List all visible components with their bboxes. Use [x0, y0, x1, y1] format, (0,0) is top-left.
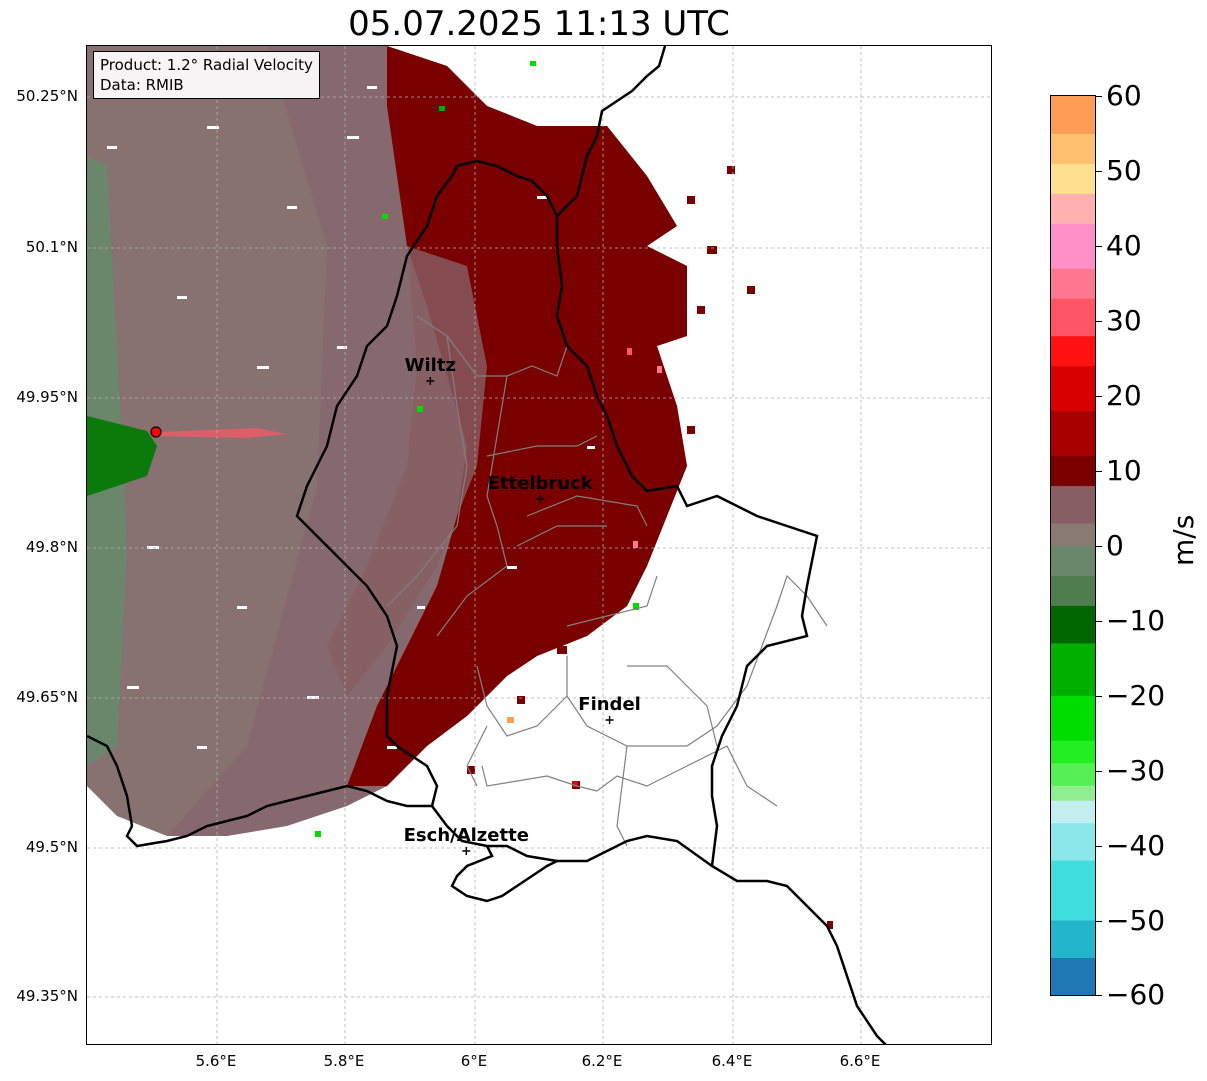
graticule	[87, 46, 991, 1044]
colorbar-segment	[1051, 920, 1095, 959]
velocity-colorbar	[1050, 95, 1096, 996]
colorbar-tick-label: −20	[1106, 679, 1166, 712]
colorbar-segment	[1051, 785, 1095, 801]
longitude-label: 6.2°E	[581, 1052, 623, 1070]
colorbar-tick-label: 60	[1106, 79, 1142, 112]
colorbar-tick	[1096, 396, 1102, 397]
colorbar-tick-label: 50	[1106, 154, 1142, 187]
latitude-label: 49.5°N	[25, 838, 78, 856]
colorbar-tick-label: −40	[1106, 829, 1166, 862]
city-markers: Wiltz Ettelbruck Findel Esch/Alzette	[404, 355, 641, 855]
colorbar-segment	[1051, 455, 1095, 487]
colorbar-segment	[1051, 193, 1095, 224]
colorbar-unit-label: m/s	[1167, 514, 1200, 566]
colorbar-tick	[1096, 246, 1102, 247]
city-marker[interactable]: Findel	[578, 694, 641, 724]
longitude-label: 6.6°E	[839, 1052, 881, 1070]
colorbar-segment	[1051, 223, 1095, 269]
city-marker[interactable]: Ettelbruck	[488, 473, 594, 503]
colorbar-tick-label: −30	[1106, 754, 1166, 787]
colorbar-tick-label: −50	[1106, 904, 1166, 937]
product-label: Product: 1.2° Radial Velocity	[100, 56, 313, 74]
latitude-label: 49.95°N	[16, 388, 78, 406]
map-title: 05.07.2025 11:13 UTC	[348, 4, 730, 44]
colorbar-tick-label: 40	[1106, 229, 1142, 262]
city-label: Findel	[578, 694, 641, 715]
city-marker[interactable]: Esch/Alzette	[404, 825, 529, 855]
latitude-label: 49.8°N	[25, 538, 78, 556]
colorbar-segment	[1051, 642, 1095, 696]
longitude-label: 5.8°E	[323, 1052, 365, 1070]
city-label: Esch/Alzette	[404, 825, 529, 846]
colorbar-tick	[1096, 621, 1102, 622]
city-plus-icon	[462, 847, 471, 855]
radar-site-marker[interactable]	[150, 426, 162, 438]
radar-map-canvas: Wiltz Ettelbruck Findel Esch/Alzette	[87, 46, 991, 1044]
colorbar-segment	[1051, 96, 1095, 134]
colorbar-tick-label: 10	[1106, 454, 1142, 487]
longitude-label: 5.6°E	[195, 1052, 237, 1070]
colorbar-segment	[1051, 365, 1095, 412]
colorbar-segment	[1051, 605, 1095, 644]
latitude-label: 49.35°N	[16, 987, 78, 1005]
colorbar-segment	[1051, 800, 1095, 824]
colorbar-segment	[1051, 523, 1095, 546]
colorbar-tick	[1096, 921, 1102, 922]
city-plus-icon	[536, 495, 545, 503]
radar-echo-layer	[87, 46, 833, 929]
product-info-box: Product: 1.2° Radial Velocity Data: RMIB	[93, 51, 320, 99]
canton-borders	[386, 315, 828, 847]
city-label: Ettelbruck	[488, 473, 594, 494]
city-plus-icon	[426, 377, 435, 385]
city-marker[interactable]: Wiltz	[405, 355, 456, 385]
colorbar-tick	[1096, 995, 1102, 996]
colorbar-segment	[1051, 822, 1095, 861]
colorbar-tick-label: 0	[1106, 529, 1124, 562]
colorbar-segment	[1051, 410, 1095, 457]
colorbar-segment	[1051, 485, 1095, 524]
city-plus-icon	[605, 716, 614, 724]
colorbar-segment	[1051, 695, 1095, 741]
colorbar-segment	[1051, 762, 1095, 786]
colorbar-tick-label: −10	[1106, 604, 1166, 637]
latitude-label: 50.25°N	[16, 87, 78, 105]
city-label: Wiltz	[405, 355, 456, 376]
colorbar-tick	[1096, 171, 1102, 172]
latitude-label: 50.1°N	[25, 238, 78, 256]
colorbar-tick-label: 30	[1106, 304, 1142, 337]
colorbar-tick	[1096, 771, 1102, 772]
radar-map[interactable]: Wiltz Ettelbruck Findel Esch/Alzette	[86, 45, 992, 1045]
colorbar-segment	[1051, 298, 1095, 337]
colorbar-segment	[1051, 957, 1095, 995]
colorbar-segment	[1051, 740, 1095, 764]
colorbar-segment	[1051, 133, 1095, 164]
radar-site-icon	[150, 426, 162, 438]
colorbar-segment	[1051, 860, 1095, 921]
colorbar-segment	[1051, 163, 1095, 194]
colorbar-segment	[1051, 335, 1095, 367]
colorbar-tick	[1096, 96, 1102, 97]
colorbar-tick-label: −60	[1106, 978, 1166, 1011]
colorbar-segment	[1051, 575, 1095, 606]
colorbar-segment	[1051, 268, 1095, 299]
country-border	[87, 46, 887, 1044]
latitude-label: 49.65°N	[16, 688, 78, 706]
colorbar-segment	[1051, 545, 1095, 576]
colorbar-tick	[1096, 546, 1102, 547]
colorbar-tick	[1096, 696, 1102, 697]
colorbar-gradient	[1051, 96, 1095, 995]
colorbar-tick-label: 20	[1106, 379, 1142, 412]
data-source-label: Data: RMIB	[100, 76, 184, 94]
colorbar-tick	[1096, 321, 1102, 322]
colorbar-tick	[1096, 471, 1102, 472]
longitude-label: 6.4°E	[711, 1052, 753, 1070]
colorbar-tick	[1096, 846, 1102, 847]
longitude-label: 6°E	[460, 1052, 488, 1070]
